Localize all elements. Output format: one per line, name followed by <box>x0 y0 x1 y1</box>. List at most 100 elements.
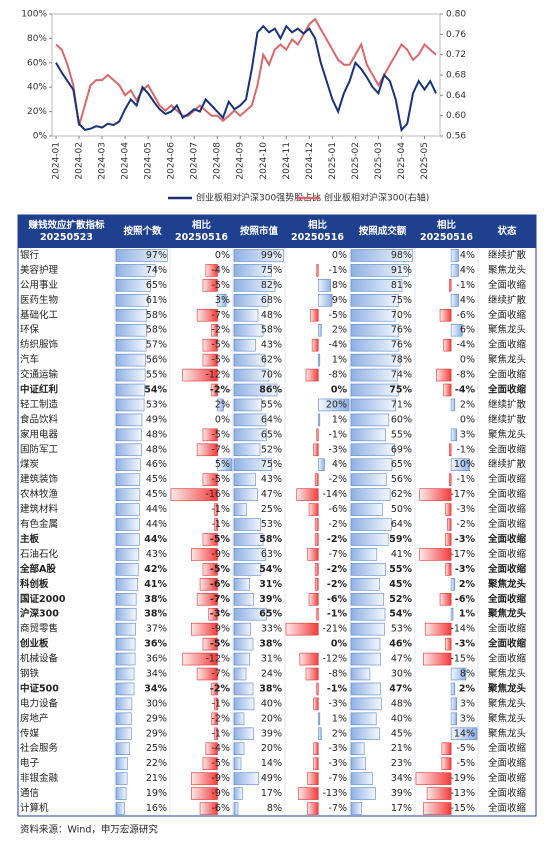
data-bar <box>350 338 400 352</box>
change-bar <box>199 802 218 815</box>
cell-value: -7% <box>210 594 231 605</box>
row-name: 钢铁 <box>20 668 40 680</box>
cell-value: 74% <box>146 265 167 276</box>
column-header: 按照个数 <box>123 225 162 237</box>
status: 聚焦龙头 <box>487 682 527 694</box>
cell-value: -7% <box>212 444 231 455</box>
row-name: 煤炭 <box>20 458 40 470</box>
change-bar <box>316 607 319 621</box>
data-bar <box>350 488 391 501</box>
cell-value: -12% <box>322 654 347 665</box>
data-bar <box>115 488 141 501</box>
change-bar <box>214 727 218 741</box>
cell-value: 0% <box>331 385 348 396</box>
change-bar <box>305 368 319 382</box>
cell-value: 61% <box>146 295 167 306</box>
change-bar <box>196 443 218 457</box>
cell-value: -5% <box>210 534 231 545</box>
series-line <box>55 24 437 133</box>
status: 全面收缩 <box>488 369 527 381</box>
change-bar <box>202 757 218 770</box>
cell-value: -3% <box>455 564 476 575</box>
cell-value: 53% <box>261 519 282 530</box>
cell-value: 97% <box>146 250 167 261</box>
data-bar <box>115 294 149 307</box>
cell-value: -6% <box>210 579 231 590</box>
status: 全面收缩 <box>488 279 527 291</box>
data-bar <box>115 607 137 621</box>
change-bar <box>196 592 218 606</box>
cell-value: 98% <box>391 250 412 261</box>
data-bar <box>115 264 156 277</box>
cell-value: 75% <box>261 459 282 470</box>
cell-value: 69% <box>391 444 412 455</box>
status: 全面收缩 <box>487 533 527 545</box>
status: 全面收缩 <box>488 309 527 321</box>
cell-value: 39% <box>261 728 282 739</box>
cell-value: -6% <box>329 504 348 515</box>
cell-value: -1% <box>212 504 231 515</box>
status: 继续扩散 <box>488 249 527 261</box>
cell-value: 91% <box>391 265 412 276</box>
data-bar <box>115 578 139 591</box>
change-bar <box>450 249 459 262</box>
cell-value: 63% <box>261 549 282 560</box>
cell-value: -4% <box>457 340 476 351</box>
change-bar <box>313 757 319 770</box>
data-bar <box>115 802 125 815</box>
cell-value: 0% <box>460 414 475 425</box>
change-bar <box>205 742 218 756</box>
change-bar <box>314 533 319 546</box>
cell-value: 38% <box>144 594 167 605</box>
cell-value: 64% <box>391 519 412 530</box>
status: 全面收缩 <box>488 473 527 485</box>
cell-value: 41% <box>144 579 167 590</box>
cell-value: 54% <box>144 385 167 396</box>
cell-value: -6% <box>327 594 348 605</box>
x-tick-label: 2024-02 <box>75 142 85 180</box>
cell-value: 71% <box>391 399 412 410</box>
cell-value: 48% <box>146 429 167 440</box>
data-bar <box>115 503 140 516</box>
cell-value: 44% <box>146 519 167 530</box>
change-bar <box>450 458 470 472</box>
data-bar <box>233 757 242 770</box>
data-bar <box>233 249 284 262</box>
cell-value: 2% <box>215 399 230 410</box>
cell-value: 3% <box>215 295 230 306</box>
cell-value: 47% <box>389 683 412 694</box>
data-bar <box>115 443 142 457</box>
status: 聚焦龙头 <box>488 668 526 680</box>
row-name: 创业板 <box>19 638 49 650</box>
change-bar <box>196 667 218 681</box>
cell-value: -5% <box>210 564 231 575</box>
cell-value: 4% <box>460 295 475 306</box>
cell-value: 43% <box>261 474 282 485</box>
cell-value: 42% <box>144 564 167 575</box>
cell-value: 4% <box>460 250 475 261</box>
cell-value: 0% <box>215 250 230 261</box>
row-name: 中证500 <box>20 682 59 694</box>
column-header: 相比 <box>308 219 328 231</box>
change-bar <box>441 757 452 770</box>
cell-value: -4% <box>212 265 231 276</box>
data-bar <box>233 533 264 546</box>
data-bar <box>233 682 254 696</box>
cell-value: 54% <box>259 564 282 575</box>
data-bar <box>233 607 267 621</box>
cell-value: -3% <box>455 534 476 545</box>
column-header: 20250516 <box>420 232 473 243</box>
cell-value: -1% <box>329 429 348 440</box>
cell-value: 24% <box>261 669 282 680</box>
cell-value: 2% <box>332 325 347 336</box>
x-tick-label: 2024-12 <box>305 142 315 180</box>
cell-value: 50% <box>391 504 412 515</box>
change-bar <box>205 264 218 277</box>
cell-value: -9% <box>212 549 231 560</box>
row-name: 家用电器 <box>20 428 59 440</box>
row-name: 沪深300 <box>20 608 59 620</box>
cell-value: 8% <box>460 669 475 680</box>
data-bar <box>350 578 380 591</box>
cell-value: 17% <box>391 803 412 814</box>
